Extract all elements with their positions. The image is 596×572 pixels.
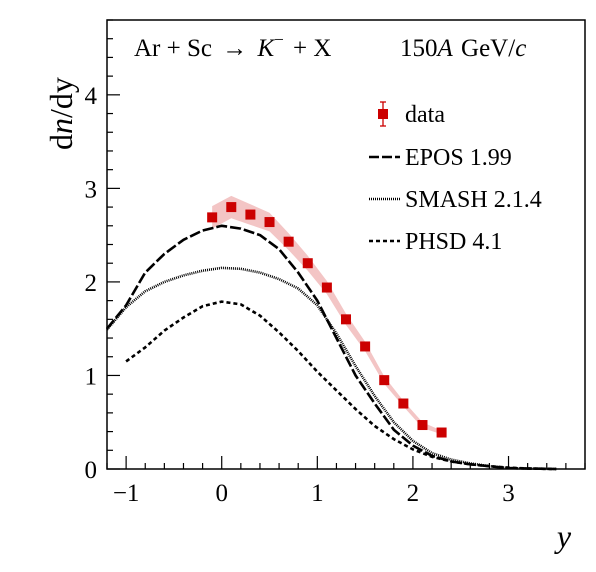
x-tick-label: 0 — [215, 480, 228, 507]
reaction-arrow: → — [222, 35, 247, 62]
legend: data EPOS 1.99 SMASH 2.1.4 PHSD 4.1 — [369, 101, 542, 255]
data-point — [360, 341, 371, 352]
data-point — [264, 217, 275, 228]
reaction-label: Ar + Sc → K− + X — [134, 24, 331, 62]
y-axis-title-d: d — [43, 134, 79, 150]
legend-label-epos: EPOS 1.99 — [405, 145, 512, 171]
ticks-layer: −1 0 1 2 3 0 1 2 3 4 — [85, 19, 586, 507]
y-tick-label: 1 — [85, 363, 98, 390]
legend-label-smash: SMASH 2.1.4 — [405, 187, 542, 213]
y-tick-label: 0 — [85, 457, 98, 484]
reaction-rhs: + X — [293, 35, 331, 62]
reaction-lhs: Ar + Sc — [134, 35, 212, 62]
data-point — [436, 427, 447, 438]
energy-number: 150 — [400, 35, 438, 62]
energy-unit: GeV/ — [461, 35, 515, 62]
data-points-layer — [207, 202, 447, 438]
x-axis-title: y — [554, 518, 572, 554]
energy-unit-c: c — [515, 35, 526, 62]
series-phsd-curve — [125, 300, 557, 471]
x-tick-label: 3 — [502, 480, 515, 507]
legend-data-marker — [378, 109, 388, 119]
x-tick-label: 2 — [407, 480, 420, 507]
y-axis-title: dn/dy — [43, 77, 79, 150]
data-point — [245, 209, 256, 220]
data-point — [302, 258, 313, 269]
y-tick-label: 4 — [85, 83, 98, 110]
data-point — [321, 282, 332, 293]
legend-entry-phsd: PHSD 4.1 — [369, 229, 502, 255]
data-point — [417, 420, 428, 431]
reaction-particle: K — [256, 35, 275, 62]
data-point — [341, 314, 351, 325]
x-tick-label: 1 — [311, 480, 324, 507]
reaction-particle-charge: − — [274, 30, 284, 49]
y-tick-label: 2 — [85, 270, 98, 297]
data-point — [379, 375, 390, 386]
data-point — [283, 236, 294, 247]
energy-label: 150A GeV/c — [400, 35, 526, 62]
y-axis-title-n: n — [43, 118, 79, 134]
energy-unit-a: A — [436, 35, 454, 62]
x-tick-label: −1 — [113, 480, 140, 507]
data-point — [226, 202, 237, 213]
model-curves-layer — [105, 224, 557, 471]
y-axis-title-dy: /dy — [43, 77, 79, 118]
legend-entry-data: data — [378, 101, 445, 128]
legend-entry-epos: EPOS 1.99 — [369, 145, 512, 171]
data-point — [398, 398, 409, 409]
legend-entry-smash: SMASH 2.1.4 — [369, 187, 542, 213]
legend-label-phsd: PHSD 4.1 — [405, 229, 502, 255]
legend-label-data: data — [405, 102, 445, 128]
y-tick-label: 3 — [85, 176, 98, 203]
data-point — [207, 212, 218, 223]
